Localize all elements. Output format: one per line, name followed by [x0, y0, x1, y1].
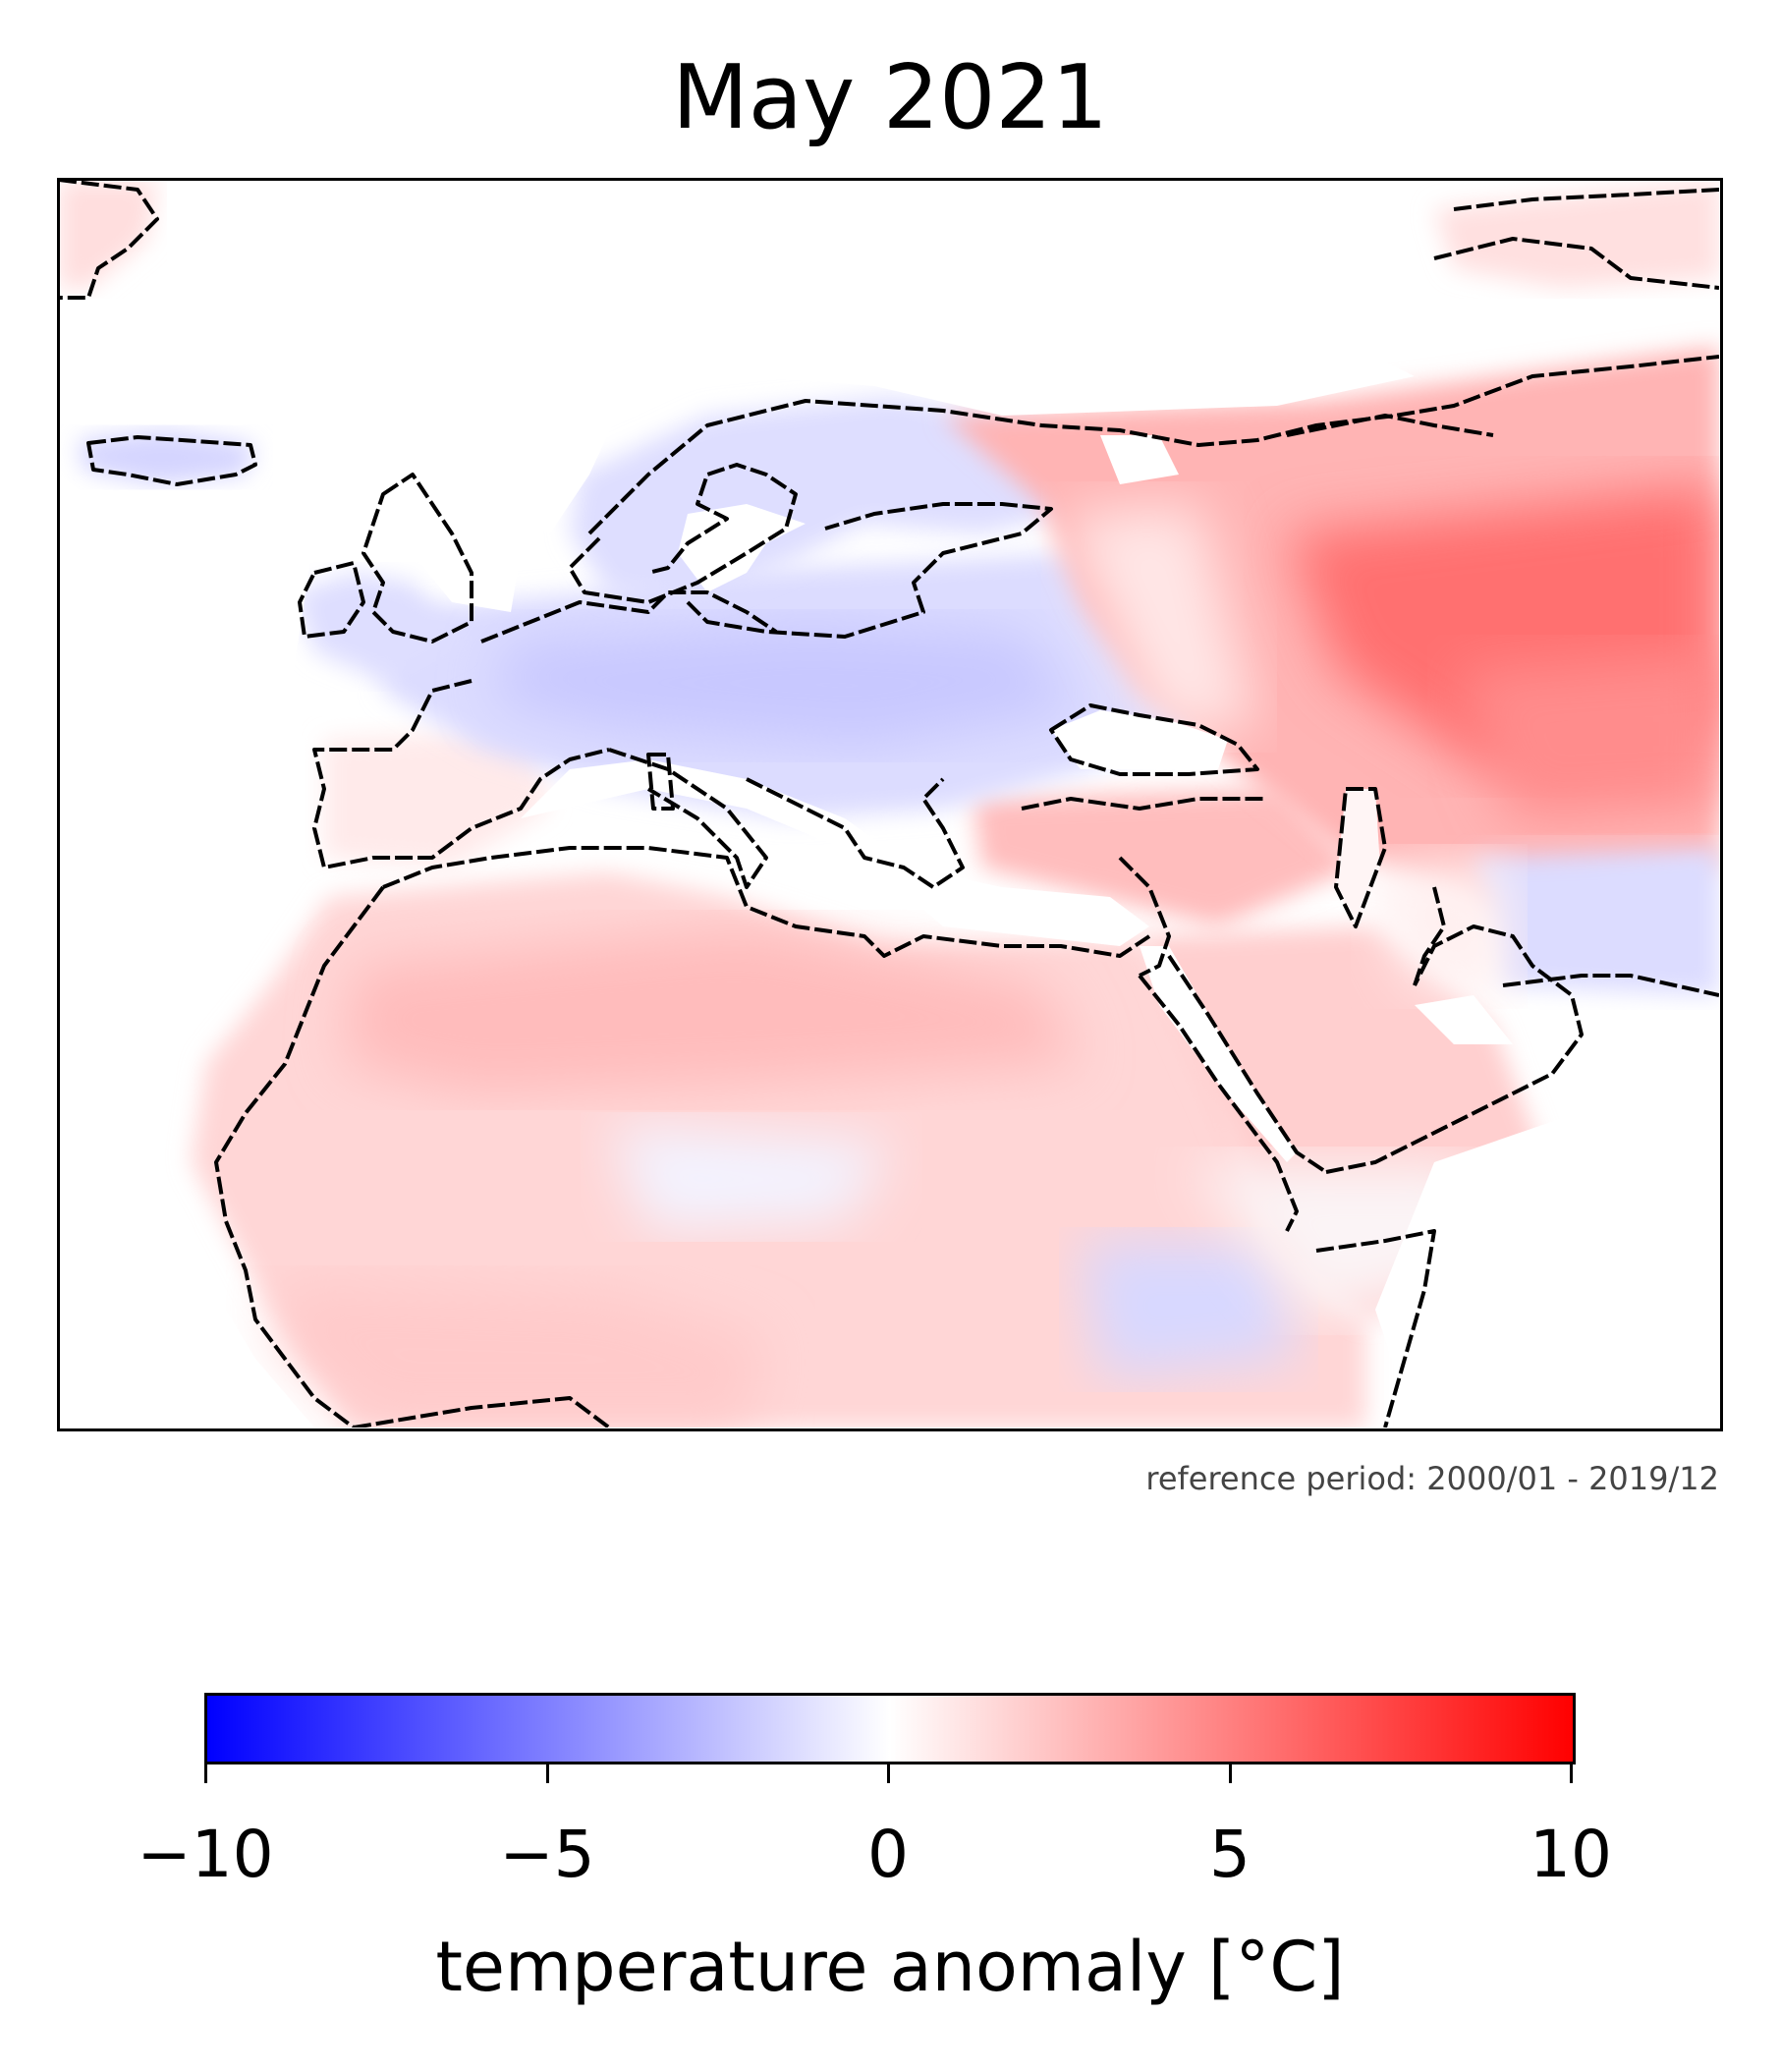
coast-iran	[1502, 974, 1719, 997]
white-sea	[1100, 435, 1179, 484]
anomaly-field	[59, 180, 1719, 1428]
map-canvas	[59, 180, 1719, 1428]
north-sea	[383, 494, 521, 612]
baltic-sea	[678, 504, 806, 592]
colorbar-tick-label: 0	[867, 1817, 909, 1892]
black-sea	[1051, 710, 1228, 769]
coast-red-sea-west	[1138, 974, 1299, 1232]
water	[59, 327, 1719, 1428]
coast-scandinavia	[568, 463, 798, 604]
colorbar-tick-label: 5	[1209, 1817, 1251, 1892]
coast-west-africa	[214, 885, 385, 1428]
field-europe-core	[491, 622, 1081, 750]
coast-horn-africa	[1315, 1229, 1436, 1428]
coast-persian-gulf	[1413, 886, 1446, 986]
barents-sea	[648, 327, 1415, 416]
coast-svalbard	[59, 180, 159, 300]
coast-europe-west	[480, 590, 778, 644]
field-west-africa-warm	[275, 1280, 766, 1428]
red-sea	[1140, 946, 1297, 1162]
colorbar-tick-label: −5	[499, 1817, 595, 1892]
colorbar-tick	[204, 1762, 207, 1783]
colorbar-label: temperature anomaly [°C]	[435, 1927, 1345, 2007]
map-title: May 2021	[672, 46, 1108, 149]
coast-red-sea-east	[1167, 954, 1328, 1174]
coast-britain	[362, 473, 473, 644]
colorbar-tick	[1570, 1762, 1573, 1783]
field-sahel-neutral	[609, 1123, 894, 1231]
reference-period-note: reference period: 2000/01 - 2019/12	[1145, 1460, 1719, 1497]
coast-caspian	[1334, 787, 1387, 928]
coast-turkey	[1021, 797, 1267, 811]
coast-arabia	[1325, 924, 1584, 1174]
colorbar-tick-label: −10	[137, 1817, 274, 1892]
colorbar-tick	[546, 1762, 549, 1783]
anomaly-map	[59, 180, 1719, 1428]
field-iberia	[324, 730, 550, 868]
colorbar	[204, 1693, 1576, 1764]
coast-sardinia	[646, 753, 675, 811]
persian-gulf	[1415, 995, 1513, 1044]
field-turkey	[973, 789, 1356, 926]
field-kazakh-hot	[1454, 651, 1719, 818]
coast-europe-north	[587, 355, 1719, 535]
mediterranean	[521, 759, 1149, 946]
coast-france-iberia	[312, 679, 610, 869]
field-sahara-warm	[344, 926, 1081, 1093]
field-iran-neutral	[1365, 858, 1513, 995]
coast-levant	[1118, 856, 1171, 978]
field-sudan-cool	[1081, 1241, 1297, 1378]
coast-iceland	[86, 435, 257, 486]
coast-gulf-guinea	[353, 1396, 611, 1428]
atlantic	[59, 475, 314, 1428]
coast-baltic	[686, 502, 1053, 639]
colorbar-tick	[1229, 1762, 1232, 1783]
colorbar-tick	[887, 1762, 890, 1783]
coast-ireland	[298, 561, 365, 639]
coast-north-africa	[382, 846, 1151, 958]
coast-balkans	[746, 777, 965, 889]
field-britain	[295, 573, 462, 681]
field-central-asia-cool	[1474, 848, 1719, 995]
coast-kara	[1286, 414, 1494, 437]
field-russia-transition	[1061, 504, 1257, 730]
field-novaya-zemlya	[1434, 180, 1719, 288]
arabian-sea	[1375, 1064, 1719, 1428]
coast-novaya-zemlya-south	[1433, 237, 1719, 290]
field-svalbard	[59, 180, 157, 288]
coast-novaya-zemlya	[1453, 188, 1719, 211]
coast-black-sea	[1049, 703, 1259, 776]
coastlines	[59, 180, 1719, 1428]
colorbar-tick-label: 10	[1530, 1817, 1612, 1892]
norwegian-sea	[295, 347, 648, 533]
coast-italy	[608, 748, 768, 889]
